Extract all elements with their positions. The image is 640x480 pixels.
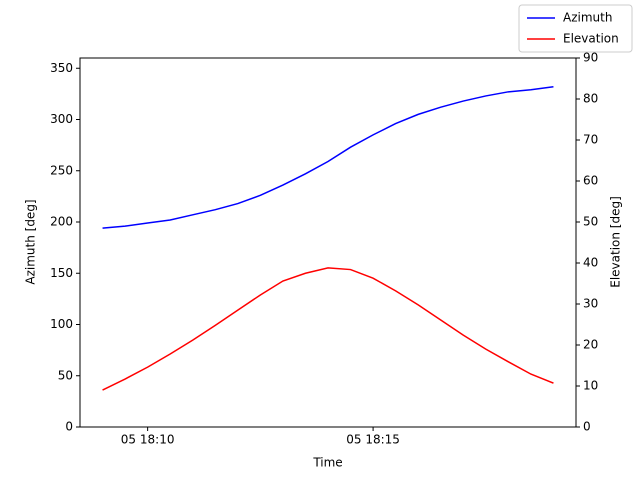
y-tick-label: 250: [50, 163, 73, 177]
y2-tick-label: 80: [583, 92, 598, 106]
y2-tick-label: 0: [583, 420, 591, 434]
x-axis-label: Time: [312, 456, 342, 470]
y-tick-label: 300: [50, 112, 73, 126]
y-tick-label: 150: [50, 266, 73, 280]
y2-tick-label: 50: [583, 215, 598, 229]
y2-tick-label: 20: [583, 338, 598, 352]
y2-tick-label: 90: [583, 51, 598, 65]
data-line: [102, 267, 554, 391]
y-axis-label: Azimuth [deg]: [24, 199, 38, 284]
x-tick-label: 05 18:10: [121, 433, 175, 447]
y-tick-label: 200: [50, 215, 73, 229]
y2-tick-label: 60: [583, 174, 598, 188]
y2-tick-label: 30: [583, 297, 598, 311]
y-tick-label: 100: [50, 317, 73, 331]
legend-box: [518, 4, 633, 53]
y-tick-label: 350: [50, 61, 73, 75]
y-tick-label: 50: [58, 368, 73, 382]
legend-label: Elevation: [563, 32, 619, 46]
y2-axis-label: Elevation [deg]: [609, 196, 623, 288]
legend-label: Azimuth: [563, 11, 612, 25]
y-tick-label: 0: [65, 420, 73, 434]
data-line: [102, 85, 554, 229]
y2-tick-label: 70: [583, 133, 598, 147]
y2-tick-label: 10: [583, 379, 598, 393]
plot-frame: [79, 57, 577, 428]
y2-tick-label: 40: [583, 256, 598, 270]
x-tick-label: 05 18:15: [346, 433, 400, 447]
